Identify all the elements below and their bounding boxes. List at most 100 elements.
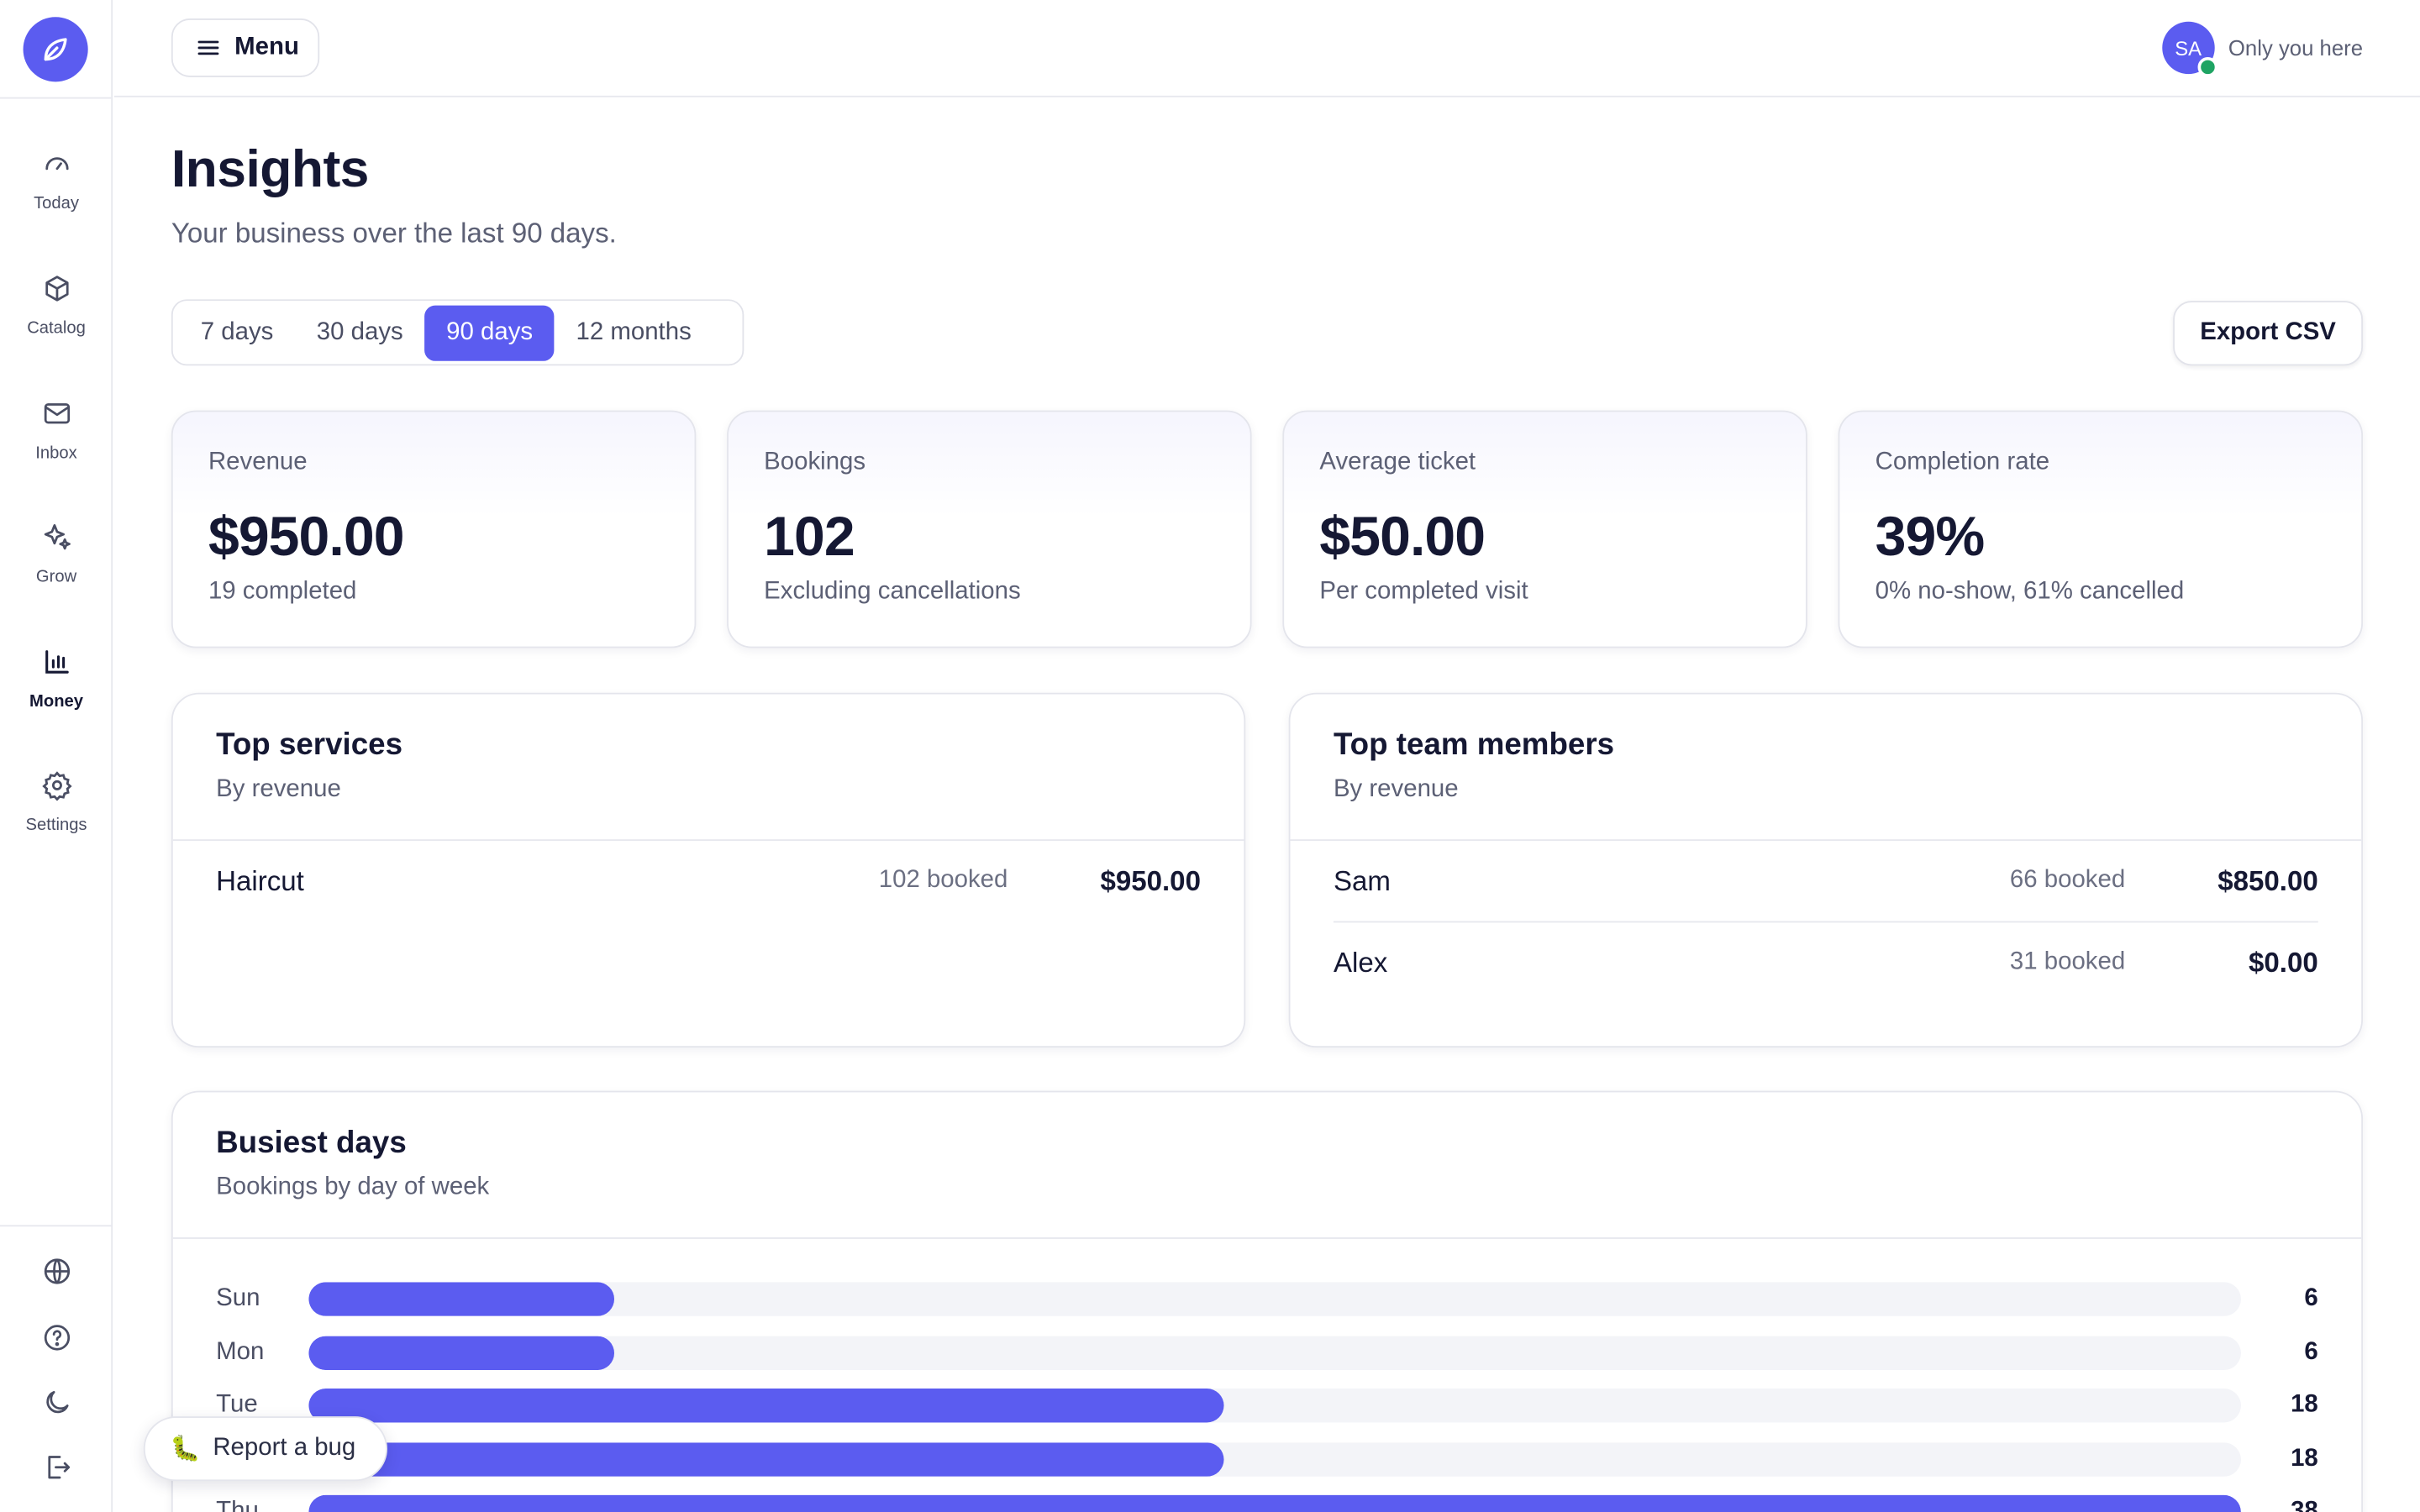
gear-icon [39,769,73,802]
report-bug-button[interactable]: 🐛 Report a bug [143,1416,388,1482]
moon-icon[interactable] [40,1385,74,1419]
sidebar-item-label: Inbox [35,444,77,464]
divider [172,1237,2362,1239]
sidebar: Today Catalog Inbox Grow Money [0,0,113,1512]
hamburger-icon [197,40,219,55]
stat-subtext: 19 completed [208,578,357,606]
sidebar-item-label: Today [34,194,79,213]
stat-card-completion-rate: Completion rate 39% 0% no-show, 61% canc… [1838,410,2364,648]
stat-card-revenue: Revenue $950.00 19 completed [171,410,697,648]
day-label: Thu [216,1498,259,1512]
panel-title: Top team members [1333,727,1615,763]
stat-label: Bookings [764,449,866,475]
bar-fill [308,1282,614,1316]
logo[interactable] [23,16,88,81]
presence-text: Only you here [2228,35,2364,60]
range-option-90-days[interactable]: 90 days [424,304,555,360]
day-count: 18 [2291,1445,2318,1472]
bar-fill [308,1494,2241,1512]
page-title: Insights [171,140,370,199]
bar-chart-icon [39,645,73,679]
help-icon[interactable] [40,1320,74,1354]
sidebar-item-label: Settings [25,816,87,835]
avatar[interactable]: SA [2161,21,2218,77]
revenue-amount: $850.00 [2217,864,2318,896]
busiest-days-panel: Busiest days Bookings by day of week Sun… [171,1090,2364,1512]
box-icon [39,271,73,305]
bar-fill [308,1389,1224,1423]
stat-subtext: Per completed visit [1319,578,1528,606]
logout-icon[interactable] [40,1451,74,1484]
day-bar-row: Wed18 [216,1441,2318,1478]
bar-track [308,1389,2241,1423]
range-option-30-days[interactable]: 30 days [316,318,403,345]
day-label: Sun [216,1285,260,1312]
user-chip[interactable]: SA Only you here [2161,21,2364,77]
sidebar-footer [0,1225,113,1512]
range-option-7-days[interactable]: 7 days [200,318,274,345]
range-option-12-months[interactable]: 12 months [576,318,692,345]
globe-icon[interactable] [40,1254,74,1288]
panel-subtitle: Bookings by day of week [216,1173,490,1200]
day-count: 38 [2291,1498,2318,1512]
sidebar-item-money[interactable]: Money [0,645,113,711]
day-label: Mon [216,1338,265,1365]
list-item[interactable]: Sam 66 booked $850.00 [1334,841,2318,921]
stat-value: $950.00 [208,504,405,568]
revenue-amount: $0.00 [2249,946,2318,978]
stat-value: 102 [764,504,855,568]
avatar-initials: SA [2175,36,2202,60]
bar-track [308,1441,2241,1476]
bar-fill [308,1441,1224,1476]
menu-label: Menu [234,34,299,60]
list-item[interactable]: Alex 31 booked $0.00 [1334,922,2318,1003]
gauge-icon [39,146,73,180]
day-label: Tue [216,1391,258,1418]
sidebar-item-grow[interactable]: Grow [0,520,113,586]
day-count: 18 [2291,1391,2318,1418]
bar-track [308,1282,2241,1316]
divider [172,839,1244,842]
day-bar-row: Tue 18 [216,1387,2318,1424]
stat-card-average-ticket: Average ticket $50.00 Per completed visi… [1282,410,1807,648]
stat-value: 39% [1875,504,1986,568]
sidebar-item-settings[interactable]: Settings [0,769,113,835]
sidebar-item-label: Catalog [27,319,86,339]
stat-label: Completion rate [1875,449,2050,475]
panel-title: Busiest days [216,1126,407,1161]
day-bar-row: Sun 6 [216,1280,2318,1317]
top-bar: Menu SA Only you here [113,0,2420,97]
top-services-panel: Top services By revenue Haircut 102 book… [171,692,1246,1048]
stat-subtext: Excluding cancellations [764,578,1021,606]
divider [1290,839,2362,842]
booked-count: 102 booked [878,867,1008,894]
logo-area [0,0,112,99]
sidebar-item-label: Money [29,692,84,711]
top-team-members-panel: Top team members By revenue Sam 66 booke… [1288,692,2364,1048]
page-subtitle: Your business over the last 90 days. [171,217,617,249]
list-item[interactable]: Haircut 102 booked $950.00 [216,841,1201,921]
stat-card-bookings: Bookings 102 Excluding cancellations [727,410,1252,648]
stat-value: $50.00 [1319,504,1486,568]
day-count: 6 [2304,1285,2318,1312]
member-name: Sam [1333,864,1391,896]
sidebar-item-catalog[interactable]: Catalog [0,271,113,338]
sidebar-item-today[interactable]: Today [0,146,113,213]
menu-button[interactable]: Menu [171,18,320,77]
export-csv-button[interactable]: Export CSV [2173,301,2364,366]
day-count: 6 [2304,1338,2318,1365]
booked-count: 66 booked [2009,867,2126,894]
revenue-amount: $950.00 [1100,864,1201,896]
mail-icon [39,396,73,430]
bug-icon: 🐛 [170,1436,201,1463]
row-divider [1333,921,2318,923]
sparkles-icon [39,520,73,554]
stat-label: Average ticket [1319,449,1476,475]
service-name: Haircut [216,864,304,896]
leaf-icon [44,37,67,60]
sidebar-item-label: Grow [35,567,77,586]
member-name: Alex [1333,946,1388,978]
panel-subtitle: By revenue [216,775,341,803]
sidebar-item-inbox[interactable]: Inbox [0,396,113,463]
stat-subtext: 0% no-show, 61% cancelled [1875,578,2185,606]
